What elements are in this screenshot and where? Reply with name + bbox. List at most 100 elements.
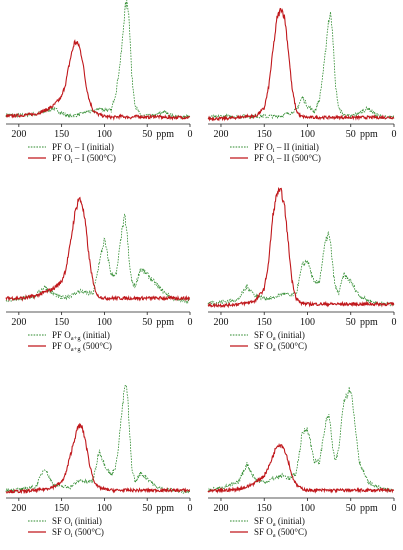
- legend-suffix: – I (500°C): [73, 153, 116, 163]
- legend-subscript: i: [71, 521, 73, 528]
- legend-entry: SF Oi (initial): [52, 516, 102, 528]
- legend-name: PF O: [52, 330, 71, 340]
- legend-name: PF O: [52, 153, 71, 163]
- spectrum-panel-6: 200 150 100 50 ppm 0 SF Oa (initial)SF Oa (500…: [207, 386, 397, 539]
- legend-entry: SF Oa (500°C): [254, 341, 307, 353]
- x-tick-label: 100: [97, 503, 112, 514]
- legend-entry: PF Oa+g (500°C): [52, 341, 112, 353]
- spectrum-panel-4: 200 150 100 50 ppm 0 SF Oa (initial)SF Oa (500…: [207, 186, 397, 353]
- x-tick-label: 150: [54, 503, 69, 514]
- x-tick-label: 200: [11, 503, 26, 514]
- legend-suffix: (initial): [276, 330, 305, 340]
- legend-entry: SF Oi (500°C): [52, 527, 104, 539]
- x-tick-label: 200: [11, 317, 26, 328]
- x-tick-label: 0: [392, 129, 397, 140]
- x-tick-label: 200: [213, 503, 228, 514]
- series-line-initial: [207, 386, 394, 493]
- legend-subscript: i: [71, 158, 73, 165]
- legend-name: PF O: [52, 142, 71, 152]
- series-line-initial: [207, 230, 395, 307]
- x-tick-label: 100: [300, 317, 315, 328]
- legend-suffix: – II (initial): [275, 142, 319, 152]
- x-tick-label: 200: [213, 129, 228, 140]
- legend-suffix: (initial): [276, 516, 305, 526]
- x-tick-label: ppm: [360, 129, 378, 140]
- legend-subscript: a: [273, 521, 276, 528]
- x-tick-label: 50: [346, 129, 356, 140]
- legend-suffix: (500°C): [81, 341, 112, 351]
- legend-suffix: (500°C): [276, 527, 307, 537]
- x-tick-label: 50: [142, 503, 152, 514]
- legend-entry: SF Oa (500°C): [254, 527, 307, 539]
- legend-name: PF O: [52, 341, 71, 351]
- spectrum-panel-2: 200 150 100 50 ppm 0 PF Oi – II (initial)PF Oi…: [207, 7, 397, 165]
- x-tick-label: 100: [300, 129, 315, 140]
- x-tick-label: 100: [97, 317, 112, 328]
- legend-suffix: – I (initial): [73, 142, 114, 152]
- series-line-initial: [5, 213, 191, 304]
- spectrum-panel-5: 200 150 100 50 ppm 0 SF Oi (initial)SF Oi (500…: [5, 384, 193, 539]
- x-tick-label: 0: [188, 317, 193, 328]
- x-tick-label: ppm: [156, 317, 174, 328]
- x-tick-label: 100: [300, 503, 315, 514]
- series-line-initial: [5, 0, 191, 120]
- legend-name: SF O: [254, 341, 273, 351]
- x-tick-label: 50: [142, 129, 152, 140]
- legend-subscript: i: [71, 532, 73, 539]
- spectrum-panel-1: 200 150 100 50 ppm 0 PF Oi – I (initial)PF Oi …: [5, 0, 193, 165]
- x-tick-label: 150: [257, 129, 272, 140]
- legend-name: SF O: [52, 516, 71, 526]
- legend-entry: PF Oi – I (initial): [52, 142, 114, 154]
- x-tick-label: 0: [188, 503, 193, 514]
- x-tick-label: 150: [257, 317, 272, 328]
- x-tick-label: 150: [54, 317, 69, 328]
- legend-suffix: (initial): [73, 516, 102, 526]
- legend-suffix: – II (500°C): [275, 153, 321, 163]
- x-tick-label: 50: [346, 503, 356, 514]
- x-tick-label: 200: [213, 317, 228, 328]
- legend-suffix: (500°C): [276, 341, 307, 351]
- x-tick-label: 0: [392, 503, 397, 514]
- x-tick-label: ppm: [360, 317, 378, 328]
- legend-entry: SF Oa (initial): [254, 516, 305, 528]
- legend-entry: PF Oi – II (500°C): [254, 153, 321, 165]
- series-line-heated: [207, 442, 395, 494]
- x-tick-label: 50: [346, 317, 356, 328]
- x-tick-label: ppm: [360, 503, 378, 514]
- x-tick-label: 150: [54, 129, 69, 140]
- legend-subscript: a: [273, 335, 276, 342]
- legend-entry: PF Oi – I (500°C): [52, 153, 116, 165]
- x-tick-label: ppm: [156, 503, 174, 514]
- legend-name: SF O: [254, 330, 273, 340]
- series-line-heated: [5, 196, 190, 302]
- legend-subscript: a: [273, 346, 276, 353]
- x-tick-label: 150: [257, 503, 272, 514]
- legend-subscript: i: [273, 147, 275, 154]
- series-line-heated: [207, 186, 395, 309]
- x-tick-label: 200: [11, 129, 26, 140]
- legend-subscript: a+g: [71, 335, 82, 342]
- x-tick-label: 0: [188, 129, 193, 140]
- series-line-heated: [207, 7, 395, 122]
- x-tick-label: 50: [142, 317, 152, 328]
- legend-name: SF O: [52, 527, 71, 537]
- legend-name: SF O: [254, 527, 273, 537]
- x-tick-label: ppm: [156, 129, 174, 140]
- legend-entry: PF Oi – II (initial): [254, 142, 319, 154]
- spectrum-panel-3: 200 150 100 50 ppm 0 PF Oa+g (initial)PF Oa+g …: [5, 196, 193, 353]
- legend-suffix: (initial): [81, 330, 110, 340]
- x-tick-label: 0: [392, 317, 397, 328]
- legend-name: PF O: [254, 142, 273, 152]
- legend-entry: SF Oa (initial): [254, 330, 305, 342]
- legend-subscript: a: [273, 532, 276, 539]
- legend-name: PF O: [254, 153, 273, 163]
- legend-subscript: i: [273, 158, 275, 165]
- legend-subscript: i: [71, 147, 73, 154]
- x-tick-label: 100: [97, 129, 112, 140]
- series-line-heated: [5, 422, 191, 495]
- legend-subscript: a+g: [71, 346, 82, 353]
- series-line-initial: [207, 11, 395, 121]
- legend-entry: PF Oa+g (initial): [52, 330, 110, 342]
- legend-suffix: (500°C): [73, 527, 104, 537]
